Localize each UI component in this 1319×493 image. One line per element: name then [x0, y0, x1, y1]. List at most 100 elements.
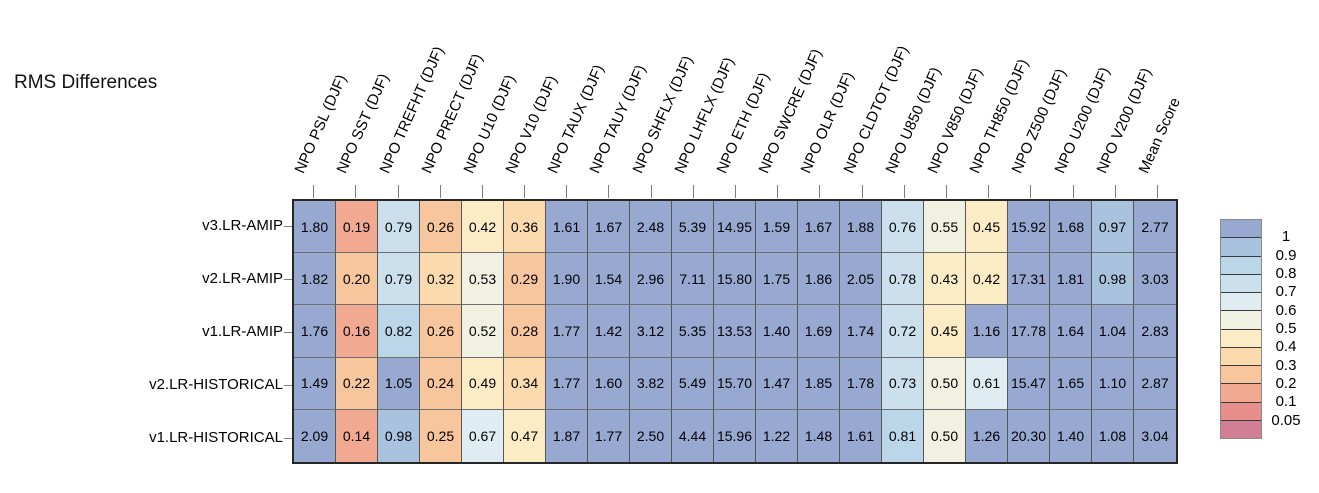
- legend-label: 0.6: [1275, 301, 1297, 319]
- heatmap-cell: 0.72: [882, 305, 924, 358]
- heatmap-cell: 1.64: [1050, 305, 1092, 358]
- row-label: v2.LR-HISTORICAL: [149, 375, 283, 393]
- heatmap-cell: 0.47: [504, 409, 546, 462]
- heatmap-cell: 2.83: [1134, 305, 1176, 358]
- heatmap-cell: 4.44: [672, 409, 714, 462]
- heatmap-cell: 2.48: [630, 201, 672, 254]
- column-tick: [988, 185, 990, 198]
- heatmap-cell: 5.49: [672, 357, 714, 410]
- row-tick: [284, 225, 292, 227]
- heatmap-cell: 0.20: [336, 253, 378, 306]
- heatmap-cell: 1.26: [966, 409, 1008, 462]
- heatmap-cell: 1.67: [588, 201, 630, 254]
- heatmap-cell: 1.67: [798, 201, 840, 254]
- heatmap-cell: 5.35: [672, 305, 714, 358]
- heatmap-cell: 1.59: [756, 201, 798, 254]
- column-tick: [608, 185, 610, 198]
- column-label: Mean Score: [1135, 95, 1184, 176]
- legend-band: [1221, 347, 1261, 366]
- heatmap-cell: 1.77: [546, 357, 588, 410]
- heatmap-cell: 0.16: [336, 305, 378, 358]
- legend-band: [1221, 384, 1261, 403]
- heatmap-cell: 0.97: [1092, 201, 1134, 254]
- legend: [1220, 219, 1262, 439]
- heatmap-cell: 0.50: [924, 409, 966, 462]
- heatmap-cell: 0.42: [462, 201, 504, 254]
- legend-band: [1221, 420, 1261, 438]
- heatmap-cell: 0.81: [882, 409, 924, 462]
- column-tick: [735, 185, 736, 198]
- column-tick: [1156, 185, 1158, 198]
- heatmap-cell: 1.60: [588, 357, 630, 410]
- heatmap-cell: 0.79: [378, 253, 420, 306]
- heatmap-cell: 1.81: [1050, 253, 1092, 306]
- heatmap-cell: 1.08: [1092, 409, 1134, 462]
- heatmap-cell: 1.69: [798, 305, 840, 358]
- heatmap-cell: 0.29: [504, 253, 546, 306]
- column-tick: [861, 185, 863, 198]
- column-tick: [566, 185, 568, 198]
- column-tick: [1114, 185, 1116, 198]
- heatmap-cell: 2.87: [1134, 357, 1176, 410]
- column-tick: [439, 185, 441, 198]
- heatmap-cell: 0.36: [504, 201, 546, 254]
- heatmap-cell: 15.80: [714, 253, 756, 306]
- heatmap-cell: 1.04: [1092, 305, 1134, 358]
- heatmap-cell: 0.26: [420, 201, 462, 254]
- heatmap-cell: 3.03: [1134, 253, 1176, 306]
- heatmap-cell: 1.42: [588, 305, 630, 358]
- legend-label: 0.4: [1275, 338, 1297, 356]
- legend-band: [1221, 256, 1261, 275]
- heatmap-cell: 3.12: [630, 305, 672, 358]
- heatmap-cell: 0.45: [966, 201, 1008, 254]
- heatmap-cell: 5.39: [672, 201, 714, 254]
- legend-label: 0.9: [1275, 246, 1297, 264]
- heatmap-cell: 0.25: [420, 409, 462, 462]
- column-tick: [1072, 185, 1074, 198]
- heatmap-cell: 1.76: [294, 305, 336, 358]
- heatmap-cell: 2.05: [840, 253, 882, 306]
- heatmap-cell: 17.31: [1008, 253, 1050, 306]
- heatmap-cell: 1.87: [546, 409, 588, 462]
- heatmap-cell: 0.52: [462, 305, 504, 358]
- legend-band: [1221, 238, 1261, 257]
- heatmap-cell: 1.65: [1050, 357, 1092, 410]
- legend-label: 0.5: [1275, 320, 1297, 337]
- legend-band: [1221, 402, 1261, 421]
- heatmap-cell: 1.47: [756, 357, 798, 410]
- heatmap-cell: 0.98: [378, 409, 420, 462]
- heatmap-cell: 1.82: [294, 253, 336, 306]
- heatmap-cell: 0.34: [504, 357, 546, 410]
- row-tick: [284, 331, 292, 333]
- legend-band: [1221, 366, 1261, 385]
- heatmap-cell: 0.98: [1092, 253, 1134, 306]
- heatmap-cell: 1.77: [546, 305, 588, 358]
- heatmap-cell: 1.80: [294, 201, 336, 254]
- column-tick: [1030, 185, 1032, 198]
- heatmap-cell: 1.48: [798, 409, 840, 462]
- row-tick: [284, 437, 292, 439]
- heatmap-cell: 1.88: [840, 201, 882, 254]
- heatmap-cell: 0.28: [504, 305, 546, 358]
- heatmap-cell: 1.16: [966, 305, 1008, 358]
- heatmap-cell: 3.82: [630, 357, 672, 410]
- heatmap-cell: 1.10: [1092, 357, 1134, 410]
- heatmap-cell: 15.70: [714, 357, 756, 410]
- legend-label: 0.1: [1275, 393, 1297, 411]
- heatmap-cell: 0.76: [882, 201, 924, 254]
- column-tick: [692, 185, 694, 198]
- heatmap-cell: 0.82: [378, 305, 420, 358]
- heatmap-cell: 15.96: [714, 409, 756, 462]
- heatmap-cell: 0.43: [924, 253, 966, 306]
- column-tick: [903, 185, 905, 198]
- legend-band: [1221, 293, 1261, 312]
- heatmap-cell: 13.53: [714, 305, 756, 358]
- heatmap-cell: 7.11: [672, 253, 714, 306]
- heatmap-cell: 1.54: [588, 253, 630, 306]
- column-tick: [946, 185, 947, 198]
- column-tick: [397, 185, 399, 198]
- heatmap-cell: 2.77: [1134, 201, 1176, 254]
- column-tick: [819, 185, 821, 198]
- heatmap-cell: 0.42: [966, 253, 1008, 306]
- heatmap-cell: 1.90: [546, 253, 588, 306]
